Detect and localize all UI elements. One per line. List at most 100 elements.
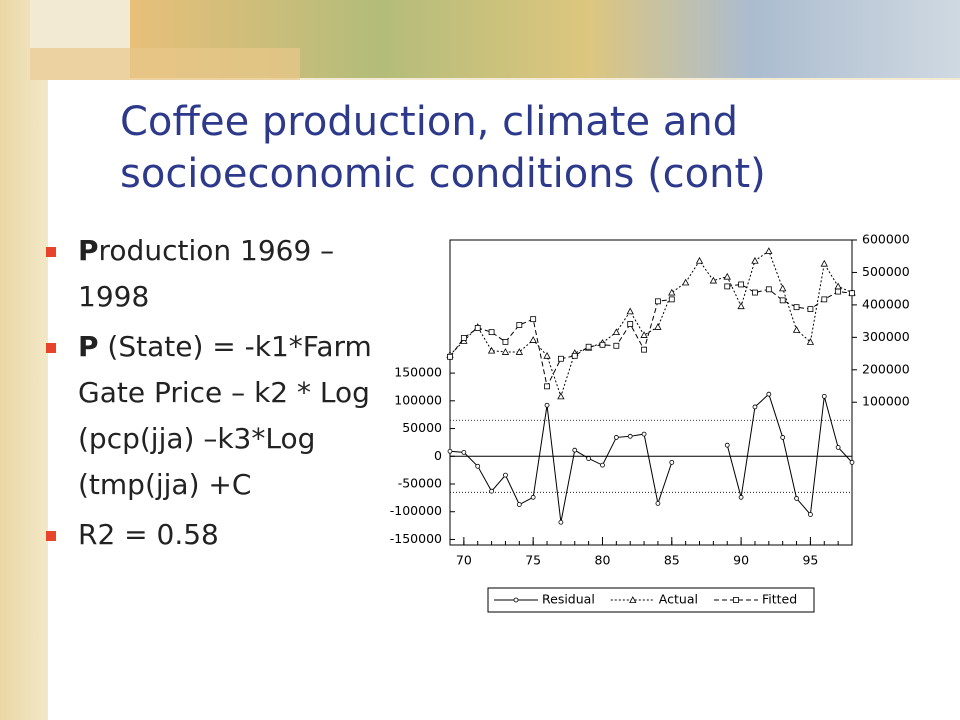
marker [751,256,759,264]
marker [530,494,536,500]
marker [793,304,800,311]
marker [765,286,772,293]
marker [629,596,637,603]
series-line [449,298,672,388]
series-line [726,393,853,516]
marker [821,393,827,399]
y-tick-label: -100000 [390,503,442,518]
y-tick-label: 50000 [402,420,442,435]
marker [737,302,745,310]
bullet-text: R2 = 0.58 [78,518,219,551]
marker [516,322,523,328]
series-line [449,250,853,398]
x-tick-label: 75 [525,553,541,568]
plot-frame [449,239,853,546]
marker [544,383,550,390]
marker [600,462,605,468]
marker [835,444,841,450]
bullet-text: (State) = -k1*Farm Gate Price – k2 * Log… [78,330,372,501]
bullet-list: Production 1969 – 1998 P (State) = -k1*Fa… [46,228,376,562]
bullet-bold: P [78,330,99,363]
marker [709,276,718,284]
x-tick-label: 70 [456,553,472,568]
marker [765,247,773,254]
marker [654,323,662,330]
y2-tick-label: 100000 [862,394,910,409]
marker [571,352,578,359]
marker [460,335,467,341]
marker [544,402,550,408]
marker [792,326,801,333]
marker [834,282,842,290]
bullet: R2 = 0.58 [46,512,376,558]
marker [733,597,739,603]
marker [724,442,730,448]
marker [503,472,508,478]
marker [513,597,519,603]
marker [626,307,634,315]
marker [557,392,565,400]
marker [738,281,745,288]
marker [821,296,828,303]
series-line [727,283,853,310]
marker [668,296,675,303]
marker [627,433,633,439]
marker [723,272,731,280]
marker [585,343,592,350]
marker [586,456,592,461]
marker [655,298,661,305]
marker [475,463,481,469]
y2-tick-label: 400000 [862,296,910,311]
marker [447,353,453,360]
marker [738,494,744,500]
side-strip [0,0,48,720]
x-tick-label: 90 [733,553,749,568]
marker [447,448,453,454]
marker [820,259,828,267]
marker [489,488,494,494]
slide-title: Coffee production, climate and socioecon… [120,99,766,197]
marker [501,348,510,355]
marker [695,256,704,264]
marker [488,329,495,336]
top-image-piece [30,48,300,80]
marker [487,346,496,354]
y2-tick-label: 600000 [862,232,910,247]
marker [627,321,634,327]
legend-label: Residual [542,592,595,607]
y-tick-label: -150000 [390,531,442,546]
legend-label: Actual [659,592,698,607]
marker [752,404,758,410]
x-tick-label: 80 [595,553,611,568]
marker [612,328,621,336]
marker [794,496,799,501]
marker [724,283,731,290]
marker [543,351,551,359]
marker [655,501,661,506]
y-tick-label: 150000 [394,365,442,380]
series-line [449,405,673,523]
marker [669,459,675,465]
bullet: P (State) = -k1*Farm Gate Price – k2 * L… [46,324,376,508]
bullet: Production 1969 – 1998 [46,228,376,320]
marker [502,338,509,345]
y2-tick-label: 500000 [862,264,910,279]
marker [613,342,620,349]
marker [599,341,606,348]
marker [808,512,813,517]
marker [613,435,619,440]
bullet-bold: P [78,234,99,267]
marker [515,348,523,355]
marker [780,435,786,440]
marker [529,336,537,343]
marker [557,355,564,362]
marker [516,502,522,507]
slide-body [48,80,960,720]
y-tick-label: -50000 [398,476,442,491]
marker [641,346,647,353]
marker [668,288,676,296]
marker [779,284,787,292]
marker [530,316,537,323]
